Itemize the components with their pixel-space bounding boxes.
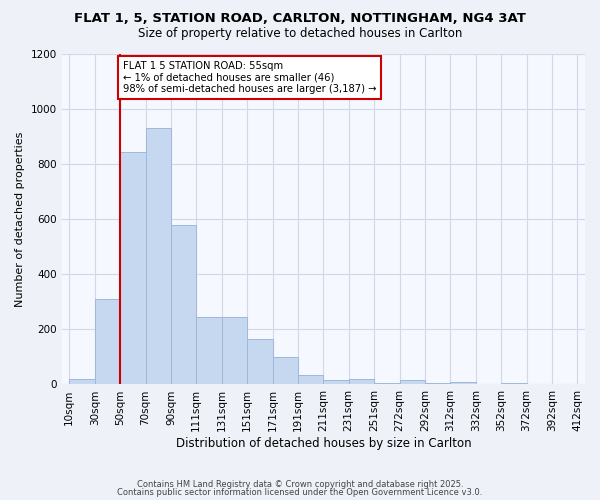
Text: FLAT 1, 5, STATION ROAD, CARLTON, NOTTINGHAM, NG4 3AT: FLAT 1, 5, STATION ROAD, CARLTON, NOTTIN… bbox=[74, 12, 526, 26]
Bar bbox=[247, 339, 272, 384]
Bar bbox=[196, 317, 222, 384]
X-axis label: Distribution of detached houses by size in Carlton: Distribution of detached houses by size … bbox=[176, 437, 471, 450]
Bar bbox=[451, 382, 476, 384]
Text: Contains HM Land Registry data © Crown copyright and database right 2025.: Contains HM Land Registry data © Crown c… bbox=[137, 480, 463, 489]
Text: Size of property relative to detached houses in Carlton: Size of property relative to detached ho… bbox=[138, 28, 462, 40]
Bar bbox=[298, 375, 323, 384]
Bar bbox=[95, 299, 120, 384]
Bar bbox=[222, 317, 247, 384]
Bar bbox=[425, 383, 451, 384]
Bar bbox=[146, 128, 171, 384]
Bar bbox=[120, 152, 146, 384]
Text: FLAT 1 5 STATION ROAD: 55sqm
← 1% of detached houses are smaller (46)
98% of sem: FLAT 1 5 STATION ROAD: 55sqm ← 1% of det… bbox=[122, 61, 376, 94]
Bar bbox=[171, 224, 196, 384]
Bar bbox=[69, 379, 95, 384]
Bar bbox=[374, 383, 400, 384]
Bar bbox=[323, 380, 349, 384]
Y-axis label: Number of detached properties: Number of detached properties bbox=[15, 132, 25, 307]
Bar bbox=[272, 357, 298, 384]
Text: Contains public sector information licensed under the Open Government Licence v3: Contains public sector information licen… bbox=[118, 488, 482, 497]
Bar bbox=[400, 380, 425, 384]
Bar bbox=[501, 383, 527, 384]
Bar bbox=[349, 379, 374, 384]
